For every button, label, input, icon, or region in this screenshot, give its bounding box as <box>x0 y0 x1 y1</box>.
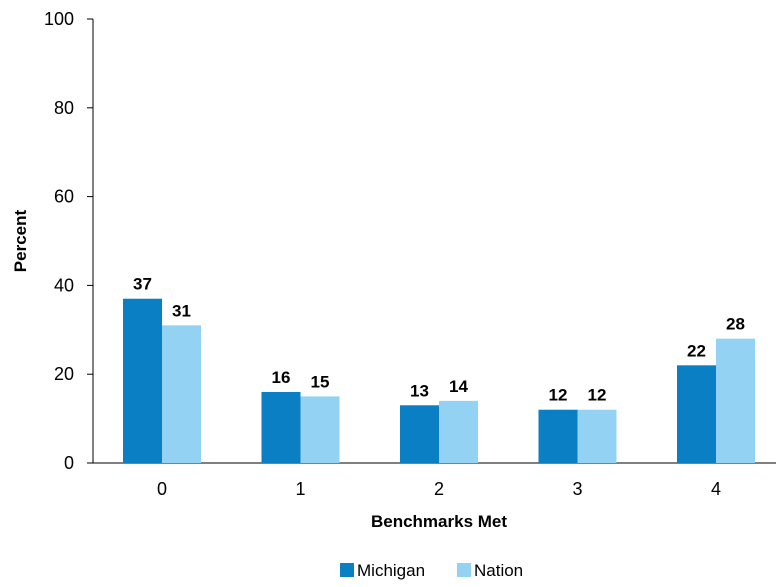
bar-nation <box>577 409 617 463</box>
data-label: 22 <box>687 341 706 360</box>
bar-michigan <box>400 405 439 463</box>
data-label: 16 <box>272 368 291 387</box>
x-tick-label: 4 <box>711 479 721 499</box>
data-label: 12 <box>588 386 607 405</box>
y-axis-title: Percent <box>11 209 30 272</box>
bar-michigan <box>261 391 301 463</box>
data-label: 14 <box>449 377 468 396</box>
data-label: 15 <box>311 372 330 391</box>
x-tick-label: 3 <box>572 479 582 499</box>
x-tick-label: 0 <box>157 479 167 499</box>
y-tick-label: 40 <box>54 275 74 295</box>
data-label: 31 <box>172 301 191 320</box>
data-label: 13 <box>410 381 429 400</box>
x-tick-label: 2 <box>434 479 444 499</box>
legend-swatch <box>457 563 471 577</box>
y-tick-label: 20 <box>54 364 74 384</box>
data-label: 12 <box>549 386 568 405</box>
y-tick-label: 100 <box>44 9 74 29</box>
bar-michigan <box>677 365 716 463</box>
legend-label: Nation <box>474 561 523 580</box>
data-label: 28 <box>726 315 745 334</box>
bar-nation <box>716 338 755 463</box>
bar-nation <box>300 396 340 463</box>
bar-michigan <box>538 409 578 463</box>
bar-nation <box>439 400 478 463</box>
legend-item: Nation <box>457 561 523 580</box>
y-tick-label: 0 <box>64 453 74 473</box>
y-tick-label: 80 <box>54 98 74 118</box>
legend: Michigan Nation <box>340 561 523 580</box>
bar-nation <box>162 325 201 463</box>
bar-michigan <box>123 298 162 463</box>
y-tick-label: 60 <box>54 187 74 207</box>
bars <box>123 298 755 463</box>
legend-item: Michigan <box>340 561 425 580</box>
legend-swatch <box>340 563 354 577</box>
x-axis: 0 1 2 3 4 <box>93 462 776 499</box>
x-axis-title: Benchmarks Met <box>371 512 507 531</box>
legend-label: Michigan <box>357 561 425 580</box>
y-axis: 0 20 40 60 80 100 <box>44 9 94 473</box>
data-label: 37 <box>133 275 152 294</box>
data-labels: 37 31 16 15 13 14 12 12 22 28 <box>133 275 745 405</box>
x-tick-label: 1 <box>295 479 305 499</box>
